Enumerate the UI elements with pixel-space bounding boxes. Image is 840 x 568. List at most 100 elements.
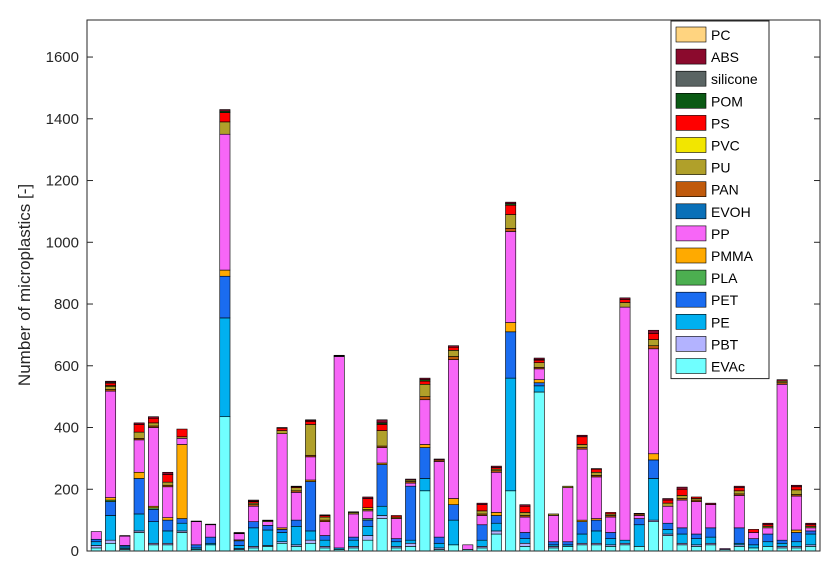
bar-segment-pbt <box>105 539 117 544</box>
bar-segment-abs <box>362 496 374 499</box>
bar-segment-pp <box>190 521 202 546</box>
bar-segment-pet <box>633 518 645 526</box>
bar-segment-pmma <box>490 512 502 516</box>
bar-segment-pmma <box>133 471 145 479</box>
bar-segment-abs <box>448 345 459 348</box>
bar-segment-ps <box>505 204 517 215</box>
bar-segment-pe <box>390 541 402 547</box>
bar-segment-evac <box>148 544 159 552</box>
bar-segment-pan <box>505 228 517 232</box>
legend-label-pet: PET <box>711 292 739 308</box>
bar-segment-pu <box>662 502 674 507</box>
bar-segment-pp <box>605 516 617 533</box>
bar-segment-pp <box>662 505 674 524</box>
legend-swatch-evoh <box>675 203 707 220</box>
bar-segment-pe <box>690 538 702 546</box>
bar-segment-pmma <box>176 444 188 519</box>
y-tick-label: 0 <box>71 543 79 560</box>
bar-segment-pu <box>533 362 545 368</box>
bar-segment-pet <box>748 538 759 546</box>
bar-segment-evac <box>533 391 545 552</box>
bar-segment-pp <box>633 515 645 519</box>
bar-segment-pp <box>762 527 774 535</box>
bar-segment-pe <box>319 539 331 547</box>
bar-segment-ps <box>276 427 288 431</box>
bar-segment-pet <box>376 464 388 507</box>
legend-swatch-abs <box>675 48 707 65</box>
bar-segment-pbt <box>490 530 502 535</box>
bar-segment-pe <box>790 541 802 547</box>
y-tick-label: 1600 <box>46 49 79 66</box>
bar-segment-pp <box>105 390 117 498</box>
bar-segment-abs <box>476 502 488 505</box>
bar-segment-ps <box>733 487 745 492</box>
bar-segment-pu <box>219 121 231 135</box>
legend-swatch-evac <box>675 358 707 374</box>
bar-segment-evac <box>305 542 317 552</box>
bar-segment-abs <box>776 379 788 382</box>
bar-segment-pmma <box>419 444 431 448</box>
legend-label-pp: PP <box>711 226 730 242</box>
bar-segment-ps <box>105 382 117 386</box>
bar-segment-pp <box>305 456 317 481</box>
bar-segment-pet <box>762 533 774 543</box>
bar-segment-evac <box>419 490 431 552</box>
bar-segment-pp <box>719 548 731 550</box>
bar-segment-ps <box>148 417 159 424</box>
bar-segment-abs <box>319 514 331 516</box>
bar-segment-evac <box>219 416 231 552</box>
bar-segment-pp <box>748 532 759 539</box>
bar-segment-pet <box>133 478 145 515</box>
bar-segment-abs <box>490 465 502 468</box>
bar-segment-abs <box>219 109 231 112</box>
bar-segment-pp <box>390 518 402 539</box>
legend-label-pom: POM <box>711 93 743 109</box>
bar-segment-ps <box>448 346 459 351</box>
legend-swatch-silicone <box>675 70 707 87</box>
bar-segment-pe <box>748 544 759 549</box>
bar-segment-pe <box>448 519 459 546</box>
bar-segment-abs <box>348 511 359 513</box>
bar-segment-abs <box>805 522 817 526</box>
bar-segment-pp <box>419 399 431 445</box>
bar-segment-pe <box>619 539 631 544</box>
bar-segment-pp <box>433 461 445 538</box>
bar-segment-evac <box>162 544 174 552</box>
bar-segment-pp <box>290 492 302 521</box>
bar-segment-ps <box>390 515 402 518</box>
bar-segment-pmma <box>648 453 659 461</box>
bar-segment-pp <box>690 501 702 535</box>
bar-segment-pe <box>348 539 359 547</box>
bar-segment-evac <box>576 544 588 552</box>
bar-segment-pp <box>133 439 145 473</box>
bar-segment-abs <box>762 522 774 526</box>
legend-label-pan: PAN <box>711 182 739 198</box>
legend-label-evoh: EVOH <box>711 204 751 220</box>
bar-segment-pu <box>290 487 302 492</box>
bar-segment-abs <box>662 498 674 501</box>
bar-segment-pp <box>276 433 288 529</box>
bar-segment-pet <box>562 541 574 546</box>
bar-segment-abs <box>433 458 445 461</box>
bar-segment-ps <box>362 498 374 509</box>
bar-segment-pe <box>290 525 302 546</box>
bar-segment-ps <box>119 535 131 537</box>
bar-segment-pp <box>148 427 159 507</box>
bar-segment-abs <box>305 419 317 422</box>
legend-swatch-pla <box>675 269 707 286</box>
bar-segment-pe <box>633 524 645 547</box>
bar-segment-pu <box>448 350 459 357</box>
bar-segment-pe <box>476 539 488 547</box>
bar-segment-pmma <box>219 269 231 277</box>
bar-segment-pmma <box>505 322 517 333</box>
bar-segment-pe <box>262 529 274 546</box>
bar-segment-pe <box>362 525 374 536</box>
legend-swatch-pe <box>675 313 707 330</box>
bar-segment-pet <box>362 519 374 527</box>
bar-segment-ps <box>533 359 545 363</box>
bar-segment-pu <box>519 512 531 516</box>
bars-group <box>90 109 817 552</box>
bar-segment-pp <box>562 487 574 543</box>
bar-segment-evac <box>805 546 817 552</box>
bar-segment-pe <box>162 530 174 544</box>
